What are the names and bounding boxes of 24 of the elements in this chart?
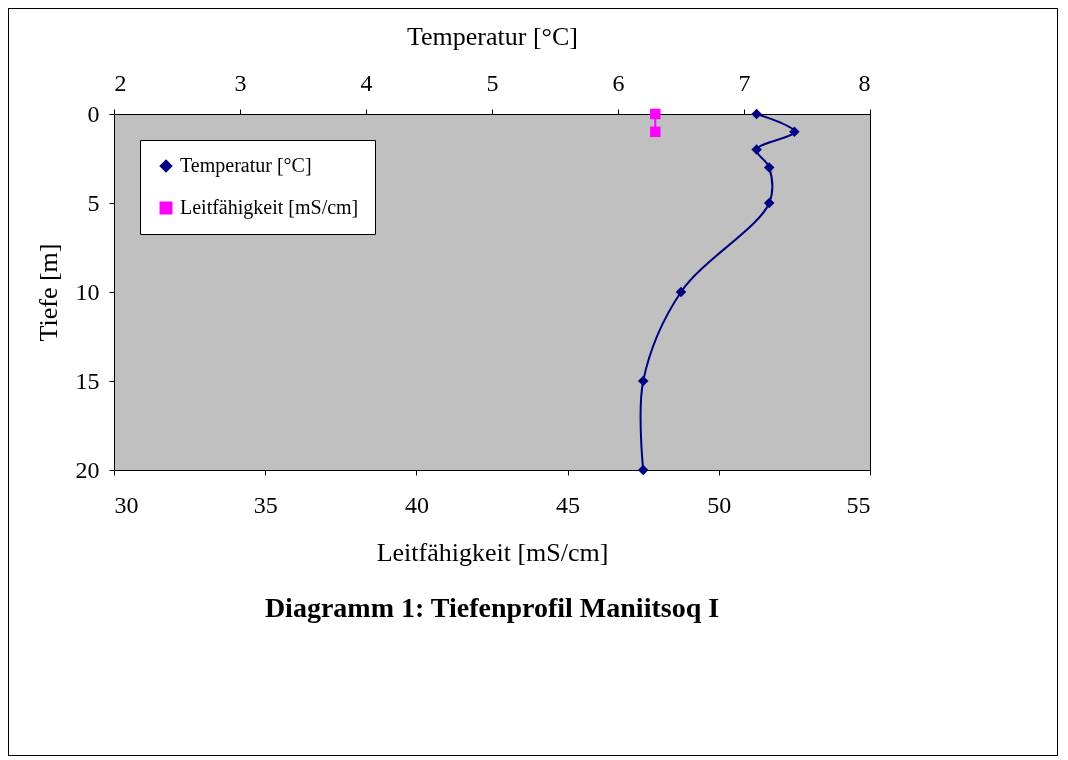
x2-tick-label: 6 [612,69,625,96]
x2-axis-title: Temperatur [°C] [406,21,579,51]
y-tick-label: 20 [75,456,100,483]
x-tick-label: 50 [707,491,732,518]
x2-tick-label: 4 [360,69,373,96]
x2-tick-label: 3 [234,69,247,96]
legend-label: Temperatur [°C] [180,154,312,177]
y-axis-title: Tiefe [m] [33,243,63,342]
y-tick-label: 5 [87,189,100,216]
x2-tick-label: 5 [486,69,499,96]
x-tick-label: 45 [556,491,581,518]
y-tick-label: 10 [75,278,100,305]
x-axis-title: Leitfähigkeit [mS/cm] [376,537,609,567]
y-tick-label: 0 [87,100,100,127]
x2-tick-label: 2 [114,69,127,96]
x-tick-label: 35 [253,491,278,518]
x2-tick-label: 8 [858,69,871,96]
x-tick-label: 55 [846,491,871,518]
text: Diagramm 1: Tiefenprofil Maniitsoq I [264,592,720,623]
x-tick-label: 30 [114,491,139,518]
x2-tick-label: 7 [738,69,751,96]
x-tick-label: 40 [404,491,429,518]
legend-label: Leitfähigkeit [mS/cm] [180,196,359,219]
y-tick-label: 15 [75,367,100,394]
